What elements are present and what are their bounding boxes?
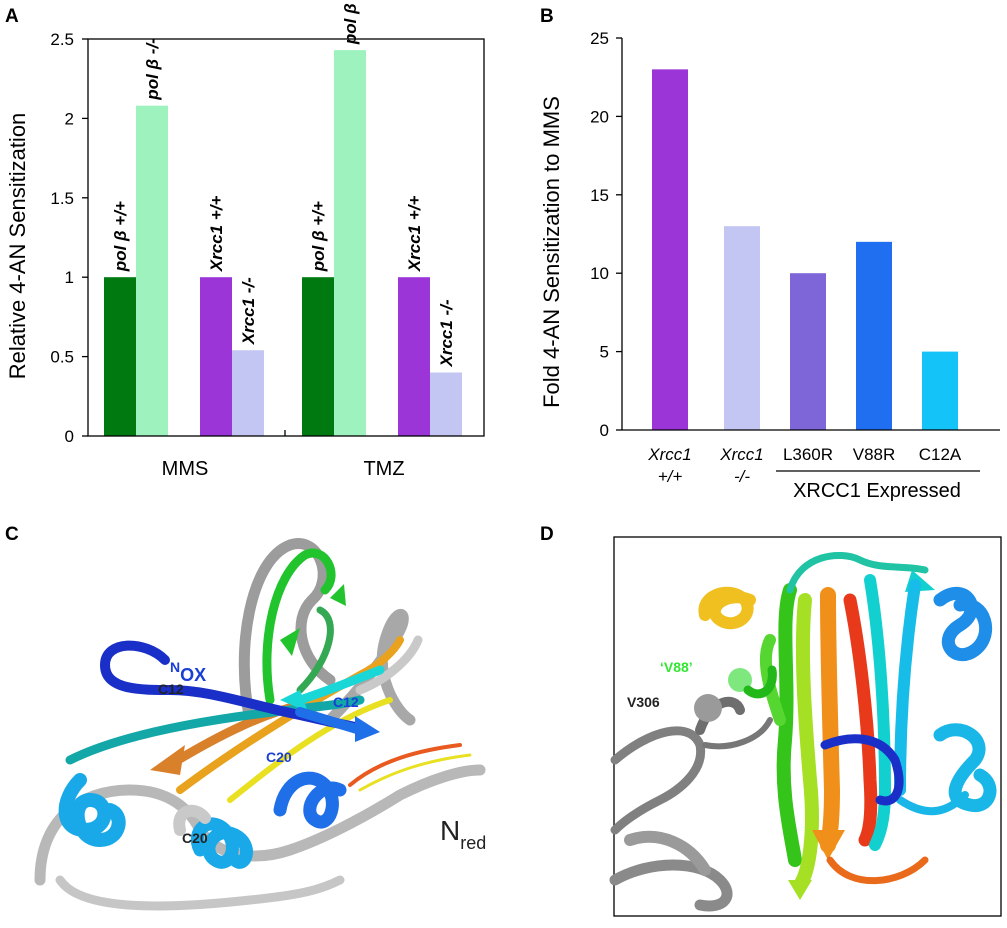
panel-b-category-label: C12A [919, 445, 962, 464]
panel-b-category-label-line2: -/- [734, 467, 750, 486]
panel-a-y-tick-label: 2 [65, 109, 74, 128]
panel-a-bar [136, 105, 168, 437]
panel-b: B Fold 4-AN Sensitization to MMS 0 5 10 15 2… [539, 6, 1000, 502]
panel-a-y-tick-label: 1 [65, 268, 74, 287]
panel-a-bar-label: Xrcc1 +/+ [405, 196, 424, 273]
structure-d-ribbons [609, 551, 997, 912]
panel-a-y-tick-label: 0 [65, 427, 74, 446]
label-c20-blue: C20 [266, 749, 292, 765]
panel-a-bar [334, 50, 366, 437]
panel-letter-b: B [540, 6, 554, 27]
panel-b-y-tick-label: 5 [600, 343, 609, 362]
panel-a-bar [430, 372, 462, 436]
panel-letter-a: A [5, 6, 19, 27]
panel-a-bar-label: pol β -/- [143, 38, 162, 101]
label-v88: ‘V88’ [660, 659, 693, 675]
panel-a-group-label-mms: MMS [162, 458, 209, 480]
label-n-red-sub: red [460, 833, 486, 853]
panel-b-y-tick-label: 0 [600, 421, 609, 440]
panel-a-bar-label: Xrcc1 +/+ [207, 196, 226, 273]
panel-a-y-axis-label: Relative 4-AN Sensitization [5, 113, 30, 380]
panel-b-y-tick-label: 10 [590, 264, 609, 283]
panel-a-bar [398, 277, 430, 436]
panel-b-bar [652, 69, 688, 431]
label-n-red: Nred [440, 815, 486, 853]
panel-b-bar [790, 273, 826, 430]
panel-b-bar [724, 226, 760, 430]
label-n-ox-main: N [170, 659, 180, 675]
label-v306: V306 [627, 694, 660, 710]
panel-a-bar [104, 277, 136, 436]
label-c12-blue: C12 [333, 694, 359, 710]
panel-a-y-tick-label: 0.5 [50, 348, 74, 367]
panel-c: C [5, 524, 486, 911]
panel-a-bar [232, 350, 264, 436]
panel-a: A Relative 4-AN Sensitization 0 0.5 1 1.5 2 2… [5, 0, 485, 480]
panel-a-y-ticks: 0 0.5 1 1.5 2 2.5 [50, 30, 88, 446]
panel-b-x-axis-label: XRCC1 Expressed [793, 480, 961, 502]
panel-b-category-label-line2: +/+ [658, 467, 683, 486]
panel-b-bars [652, 69, 958, 431]
label-n-ox: NOX [170, 659, 206, 685]
panel-letter-d: D [540, 524, 554, 545]
panel-a-y-tick-label: 1.5 [50, 189, 74, 208]
panel-d: D [540, 524, 1002, 917]
panel-b-y-tick-label: 25 [590, 29, 609, 48]
panel-letter-c: C [5, 524, 19, 545]
panel-a-bar-label: Xrcc1 -/- [437, 299, 456, 367]
panel-a-bar-label: pol β -/- [341, 0, 360, 45]
label-n-ox-sub: OX [180, 665, 206, 685]
panel-a-group-label-tmz: TMZ [363, 458, 404, 480]
panel-a-bars: pol β +/+ pol β -/- Xrcc1 +/+ Xrcc1 -/- pol … [104, 0, 462, 437]
panel-a-bar-label: pol β +/+ [111, 201, 130, 272]
panel-a-bar [200, 277, 232, 436]
panel-a-plot-frame [87, 38, 485, 437]
panel-a-y-tick-label: 2.5 [50, 30, 74, 49]
label-n-red-main: N [440, 815, 460, 846]
structure-c-ribbons [34, 538, 486, 911]
panel-b-y-tick-label: 20 [590, 107, 609, 126]
panel-b-category-labels: Xrcc1 +/+ Xrcc1 -/- L360R V88R C12A [647, 445, 962, 486]
panel-a-bar-label: pol β +/+ [309, 201, 328, 272]
panel-b-category-label: V88R [853, 445, 896, 464]
label-c20-black: C20 [182, 830, 208, 846]
panel-b-category-label: Xrcc1 [719, 445, 763, 464]
panel-a-bar-label: Xrcc1 -/- [239, 277, 258, 345]
label-c12-black: C12 [158, 681, 184, 697]
panel-b-category-label: L360R [783, 445, 833, 464]
panel-b-bar [922, 351, 958, 430]
panel-b-y-tick-label: 15 [590, 186, 609, 205]
panel-a-bar [302, 277, 334, 436]
panel-b-y-ticks: 0 5 10 15 20 25 [590, 29, 622, 440]
panel-b-category-label: Xrcc1 [647, 445, 691, 464]
panel-b-y-axis-label: Fold 4-AN Sensitization to MMS [539, 96, 564, 408]
panel-b-bar [856, 241, 892, 430]
